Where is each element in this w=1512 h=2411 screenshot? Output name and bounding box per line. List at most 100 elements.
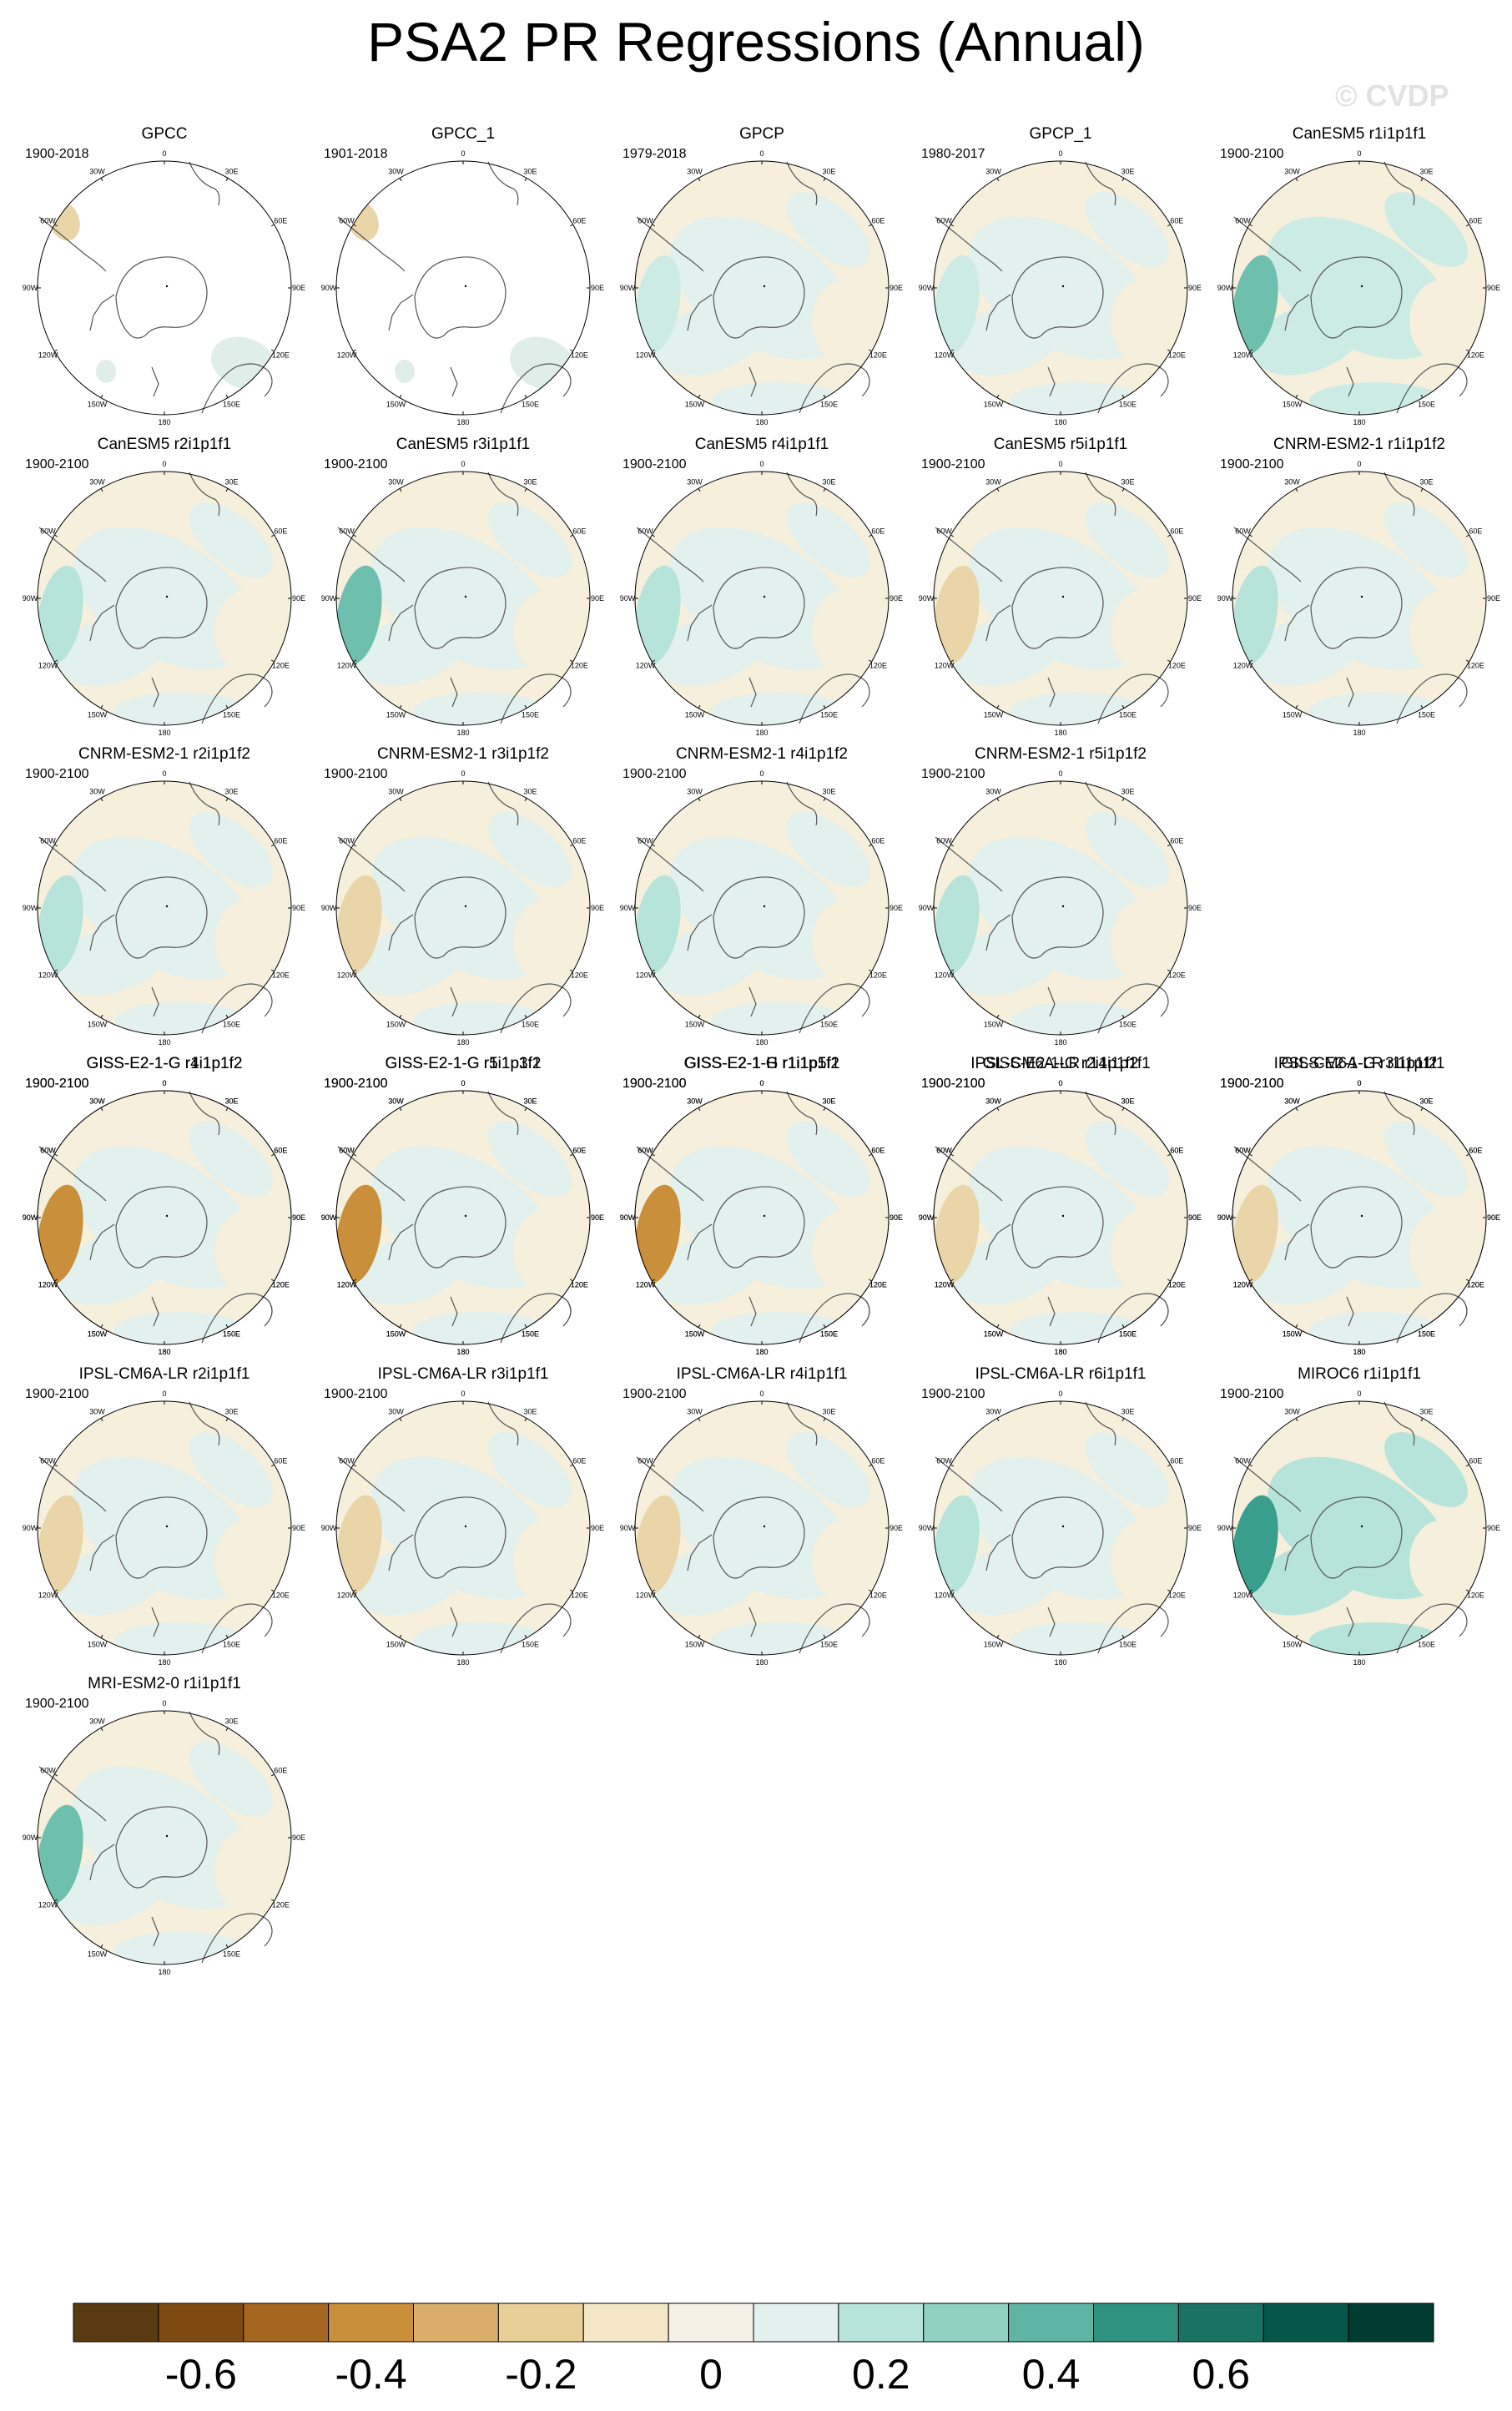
new-zealand-outline: [450, 677, 458, 708]
longitude-tick: [652, 1153, 656, 1157]
longitude-label: 60E: [871, 217, 885, 225]
africa-outline: [1383, 1401, 1415, 1446]
map-panel: 0 30E 60E 90E 120E 150E 180 150W 120W 90W 60W 30W GP…: [616, 125, 908, 426]
map-field: [336, 472, 590, 725]
new-zealand-outline: [450, 1606, 458, 1637]
longitude-label: 150W: [685, 710, 705, 719]
longitude-label: 180: [158, 729, 170, 736]
map-field: [1232, 1091, 1486, 1344]
longitude-label: 90W: [620, 1524, 636, 1532]
longitude-label: 0: [759, 1079, 764, 1087]
longitude-label: 60E: [871, 1147, 885, 1155]
australia-outline: [201, 1603, 273, 1654]
antarctica-outline: [713, 256, 805, 339]
longitude-label: 90W: [23, 1524, 38, 1532]
longitude-tick: [868, 224, 872, 227]
longitude-label: 120E: [1168, 351, 1186, 360]
longitude-label: 0: [461, 149, 465, 158]
longitude-tick: [524, 1107, 527, 1112]
longitude-tick: [996, 488, 1000, 492]
longitude-tick: [1167, 1589, 1171, 1592]
longitude-tick: [353, 1279, 357, 1282]
antarctic-peninsula: [1284, 1223, 1310, 1261]
longitude-label: 0: [759, 769, 764, 778]
antarctic-peninsula: [388, 294, 414, 331]
australia-outline: [201, 1913, 273, 1964]
panel-years: 1900-2100: [25, 457, 89, 472]
africa-outline: [786, 472, 818, 517]
longitude-tick: [1249, 1464, 1253, 1467]
longitude-tick: [569, 224, 573, 227]
longitude-label: 150E: [1119, 1329, 1137, 1338]
longitude-label: 90W: [23, 1213, 38, 1222]
coastline: [1233, 472, 1468, 724]
longitude-tick: [1249, 1279, 1253, 1282]
panel-years: 1900-2100: [324, 1077, 388, 1091]
longitude-label: 0: [461, 460, 465, 468]
longitude-label: 150W: [1283, 1640, 1303, 1648]
map-field: [38, 781, 291, 1035]
precip-anomaly: [1232, 1184, 1278, 1284]
coastline: [1233, 161, 1468, 414]
south-pole-marker: [1360, 595, 1363, 598]
panel-title: CanESM5 r2i1p1f1: [97, 436, 232, 453]
longitude-label: 90E: [890, 1524, 903, 1532]
longitude-tick: [1121, 704, 1125, 709]
map-panel: 0 30E 60E 90E 120E 150E 180 150W 120W 90W 60W 30W GP…: [915, 125, 1207, 426]
coastline: [337, 161, 572, 414]
longitude-tick: [1465, 349, 1469, 352]
panel-title: IPSL-CM6A-LR r2i1p1f1: [78, 1365, 250, 1383]
africa-outline: [786, 161, 818, 206]
longitude-label: 60E: [572, 527, 586, 536]
antarctic-peninsula: [89, 604, 115, 642]
longitude-tick: [353, 1464, 357, 1467]
longitude-label: 60W: [40, 837, 56, 845]
longitude-label: 120W: [337, 662, 357, 670]
longitude-label: 30E: [822, 788, 835, 796]
map-panel: 0 30E 60E 90E 120E 150E 180 150W 120W 90W 60W 30W CN…: [1213, 436, 1505, 736]
longitude-label: 150W: [88, 400, 108, 408]
longitude-label: 30E: [822, 478, 835, 487]
new-zealand-outline: [1047, 366, 1056, 397]
precip-anomaly: [38, 1495, 83, 1595]
longitude-label: 60W: [339, 527, 355, 536]
precip-anomaly: [488, 1122, 572, 1197]
coastline: [337, 781, 572, 1034]
map-panel: 0 30E 60E 90E 120E 150E 180 150W 120W 90W 60W 30W IP…: [1213, 1055, 1505, 1355]
longitude-tick: [569, 534, 573, 537]
south-pole-marker: [464, 1214, 467, 1218]
colorbar-label: 0: [699, 2351, 723, 2398]
longitude-label: 120W: [38, 971, 58, 980]
longitude-tick: [399, 1014, 402, 1018]
antarctic-peninsula: [89, 1534, 115, 1571]
south-america-outline: [38, 1766, 107, 1822]
longitude-label: 90W: [321, 1213, 337, 1222]
antarctica-outline: [713, 567, 805, 649]
new-zealand-outline: [748, 986, 757, 1017]
longitude-label: 60E: [871, 837, 885, 845]
south-pole-marker: [165, 1525, 169, 1528]
antarctica-outline: [1310, 567, 1403, 649]
panel-years: 1900-2100: [25, 1077, 89, 1091]
longitude-tick: [652, 1589, 656, 1592]
longitude-label: 90E: [1487, 1213, 1500, 1222]
longitude-tick: [100, 1107, 103, 1112]
colorbar-swatch: [838, 2303, 925, 2343]
panel-years: 1900-2100: [1220, 457, 1284, 472]
longitude-tick: [270, 349, 275, 352]
south-america-outline: [935, 836, 1003, 892]
antarctic-peninsula: [388, 1223, 414, 1261]
longitude-label: 60E: [1170, 527, 1183, 536]
australia-outline: [1396, 673, 1468, 724]
longitude-label: 150W: [88, 1329, 108, 1338]
panel-years: 1980-2017: [921, 147, 985, 161]
longitude-label: 150E: [1119, 710, 1137, 719]
longitude-tick: [996, 1014, 1000, 1018]
polar-map: 0 30E 60E 90E 120E 150E 180 150W 120W 90W 60W 30W: [620, 149, 903, 426]
panel-title: GISS-E2-1-G r1i1p5f1: [683, 1055, 840, 1072]
longitude-label: 30W: [687, 1097, 703, 1106]
new-zealand-outline: [748, 677, 757, 708]
longitude-tick: [1420, 1107, 1424, 1112]
longitude-tick: [950, 1279, 955, 1282]
precip-anomaly: [488, 502, 572, 578]
